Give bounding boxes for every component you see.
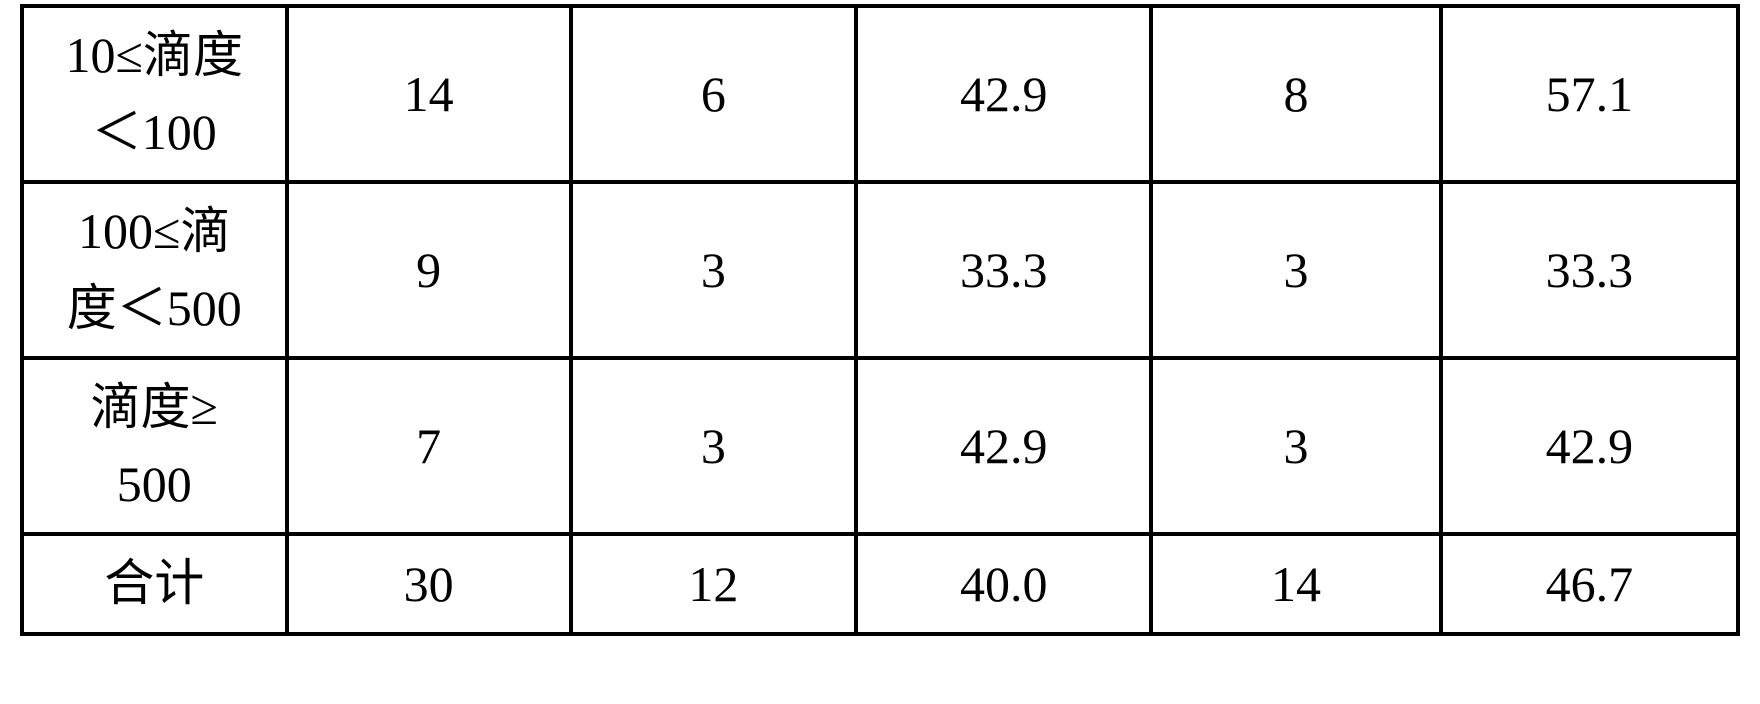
cell-value: 42.9 [856, 358, 1151, 534]
cell-value: 14 [1151, 534, 1440, 634]
row-label-line2: 500 [117, 446, 192, 524]
table-row: 100≤滴 度＜500 9 3 33.3 3 33.3 [22, 182, 1738, 358]
row-label-line1: 100≤滴 [78, 193, 230, 271]
cell-value: 9 [287, 182, 571, 358]
row-label-cell: 滴度≥ 500 [22, 358, 287, 534]
cell-value: 3 [571, 182, 856, 358]
cell-value: 40.0 [856, 534, 1151, 634]
cell-value: 3 [1151, 358, 1440, 534]
cell-value: 6 [571, 6, 856, 182]
cell-value: 33.3 [1441, 182, 1738, 358]
row-label-line2: ＜100 [92, 94, 217, 172]
cell-value: 46.7 [1441, 534, 1738, 634]
row-label-line1: 滴度≥ [91, 369, 218, 447]
cell-value: 57.1 [1441, 6, 1738, 182]
row-label-line2: 度＜500 [67, 270, 242, 348]
cell-value: 33.3 [856, 182, 1151, 358]
cell-value: 42.9 [1441, 358, 1738, 534]
table-row: 滴度≥ 500 7 3 42.9 3 42.9 [22, 358, 1738, 534]
data-table: 10≤滴度 ＜100 14 6 42.9 8 57.1 100≤滴 度＜500 … [20, 4, 1740, 636]
cell-value: 3 [1151, 182, 1440, 358]
cell-value: 42.9 [856, 6, 1151, 182]
cell-value: 14 [287, 6, 571, 182]
row-label-cell: 100≤滴 度＜500 [22, 182, 287, 358]
cell-value: 12 [571, 534, 856, 634]
cell-value: 30 [287, 534, 571, 634]
table-row: 10≤滴度 ＜100 14 6 42.9 8 57.1 [22, 6, 1738, 182]
cell-value: 3 [571, 358, 856, 534]
total-label-cell: 合计 [22, 534, 287, 634]
row-label-line1: 10≤滴度 [66, 17, 243, 95]
table-total-row: 合计 30 12 40.0 14 46.7 [22, 534, 1738, 634]
row-label-cell: 10≤滴度 ＜100 [22, 6, 287, 182]
cell-value: 7 [287, 358, 571, 534]
cell-value: 8 [1151, 6, 1440, 182]
